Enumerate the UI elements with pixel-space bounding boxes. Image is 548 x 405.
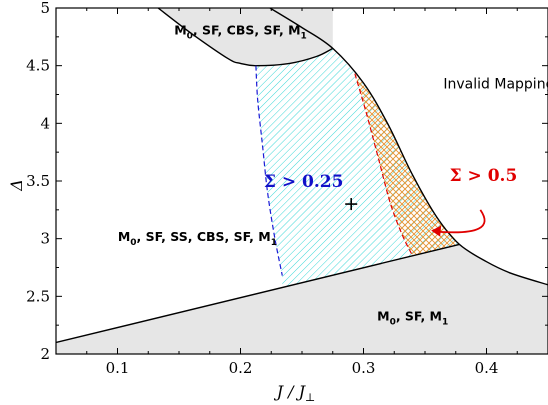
sigma-025-boundary-line bbox=[255, 65, 283, 276]
y-tick-label: 3.5 bbox=[26, 172, 50, 190]
y-tick-label: 4 bbox=[40, 114, 50, 132]
y-tick-label: 2.5 bbox=[26, 287, 50, 305]
sigma-025-label: Σ > 0.25 bbox=[264, 172, 344, 192]
y-tick-label: 4.5 bbox=[26, 57, 50, 75]
sigma-05-arrow bbox=[431, 209, 486, 237]
marker-plus bbox=[345, 198, 358, 211]
y-axis-title: Δ bbox=[7, 179, 26, 192]
sigma-05-label: Σ > 0.5 bbox=[450, 166, 518, 186]
invalid-mapping-label: Invalid Mapping bbox=[443, 77, 548, 93]
right-boundary-curve bbox=[269, 8, 548, 286]
region-label-top: M0, SF, CBS, SF, M1 bbox=[174, 23, 307, 42]
lower-boundary-line bbox=[56, 243, 460, 344]
x-tick-label: 0.2 bbox=[229, 359, 253, 377]
region-top-fill bbox=[158, 8, 333, 66]
sigma-05-boundary-line bbox=[354, 73, 414, 257]
x-axis-title: J / J⊥ bbox=[274, 382, 316, 404]
y-tick-label: 3 bbox=[40, 230, 50, 248]
region-m0-sf-m1-fill bbox=[56, 244, 548, 354]
x-tick-label: 0.1 bbox=[106, 359, 130, 377]
y-tick-label: 2 bbox=[40, 345, 50, 363]
axis-ticks: 0.1 0.2 0.3 0.4 2 2.5 3 3.5 4 4.5 5 bbox=[26, 0, 548, 377]
x-tick-label: 0.4 bbox=[475, 359, 499, 377]
region-label-bottom: M0, SF, M1 bbox=[377, 309, 448, 328]
region-label-middle: M0, SF, SS, CBS, SF, M1 bbox=[118, 229, 277, 248]
top-arc-boundary bbox=[157, 8, 334, 67]
y-tick-label: 5 bbox=[40, 0, 50, 17]
x-tick-label: 0.3 bbox=[352, 359, 376, 377]
